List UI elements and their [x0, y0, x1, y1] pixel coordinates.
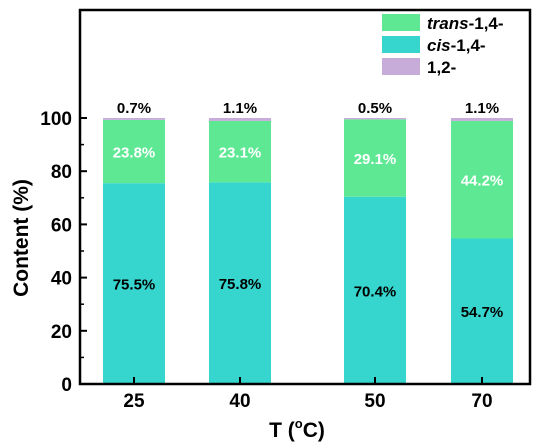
top-labels-layer: 0.7% 1.1% 0.5% 1.1%	[117, 100, 499, 117]
segment-value-label: 54.7%	[461, 304, 504, 321]
top-value-label: 0.5%	[358, 100, 392, 117]
legend-swatch	[382, 36, 420, 53]
top-value-label: 1.1%	[223, 100, 257, 117]
bar-segment	[451, 120, 513, 239]
axes: 0 20 40 60 80 100 25 40 50 70	[40, 8, 532, 412]
legend-label: 1,2-	[427, 58, 456, 77]
bar-segment	[209, 182, 271, 384]
bar-segment	[209, 120, 271, 183]
x-tick-label: 50	[364, 391, 385, 412]
bar-segment	[344, 119, 406, 197]
plot-frame	[78, 8, 532, 386]
segment-value-label: 75.5%	[113, 277, 156, 294]
y-tick-label: 100	[40, 109, 72, 130]
x-tick-label: 40	[229, 391, 250, 412]
segment-labels-layer: 75.5% 23.8% 75.8% 23.1% 70.4% 29.1% 54.7% 44.2%	[113, 145, 504, 322]
top-value-label: 1.1%	[465, 100, 499, 117]
y-tick-label: 20	[51, 322, 72, 343]
segment-value-label: 23.8%	[113, 145, 156, 162]
y-tick-label: 60	[51, 215, 72, 236]
legend-label: trans-1,4-	[427, 14, 504, 33]
segment-value-label: 23.1%	[219, 145, 262, 162]
bar-segment	[451, 118, 513, 121]
segment-value-label: 44.2%	[461, 173, 504, 190]
segment-value-label: 75.8%	[219, 276, 262, 293]
legend-label: cis-1,4-	[427, 36, 486, 55]
bar-segment	[103, 118, 165, 120]
legend-swatch	[382, 14, 420, 31]
x-tick-label: 70	[471, 391, 492, 412]
y-axis-title: Content (%)	[10, 179, 33, 297]
bar-segment	[209, 118, 271, 121]
segment-value-label: 70.4%	[354, 283, 397, 300]
segment-value-label: 29.1%	[354, 151, 397, 168]
bar-segment	[103, 119, 165, 184]
legend: trans-1,4- cis-1,4- 1,2-	[382, 14, 504, 77]
x-tick-label: 25	[123, 391, 145, 412]
bar-segment	[451, 238, 513, 384]
y-tick-label: 80	[51, 162, 72, 183]
x-axis-title: T (oC)	[269, 416, 325, 442]
y-tick-label: 0	[61, 375, 72, 396]
bars-layer	[103, 118, 513, 384]
bar-segment	[103, 183, 165, 384]
bar-segment	[344, 118, 406, 120]
top-value-label: 0.7%	[117, 100, 151, 117]
legend-swatch	[382, 58, 420, 75]
y-tick-label: 40	[51, 269, 72, 290]
bar-segment	[344, 196, 406, 384]
